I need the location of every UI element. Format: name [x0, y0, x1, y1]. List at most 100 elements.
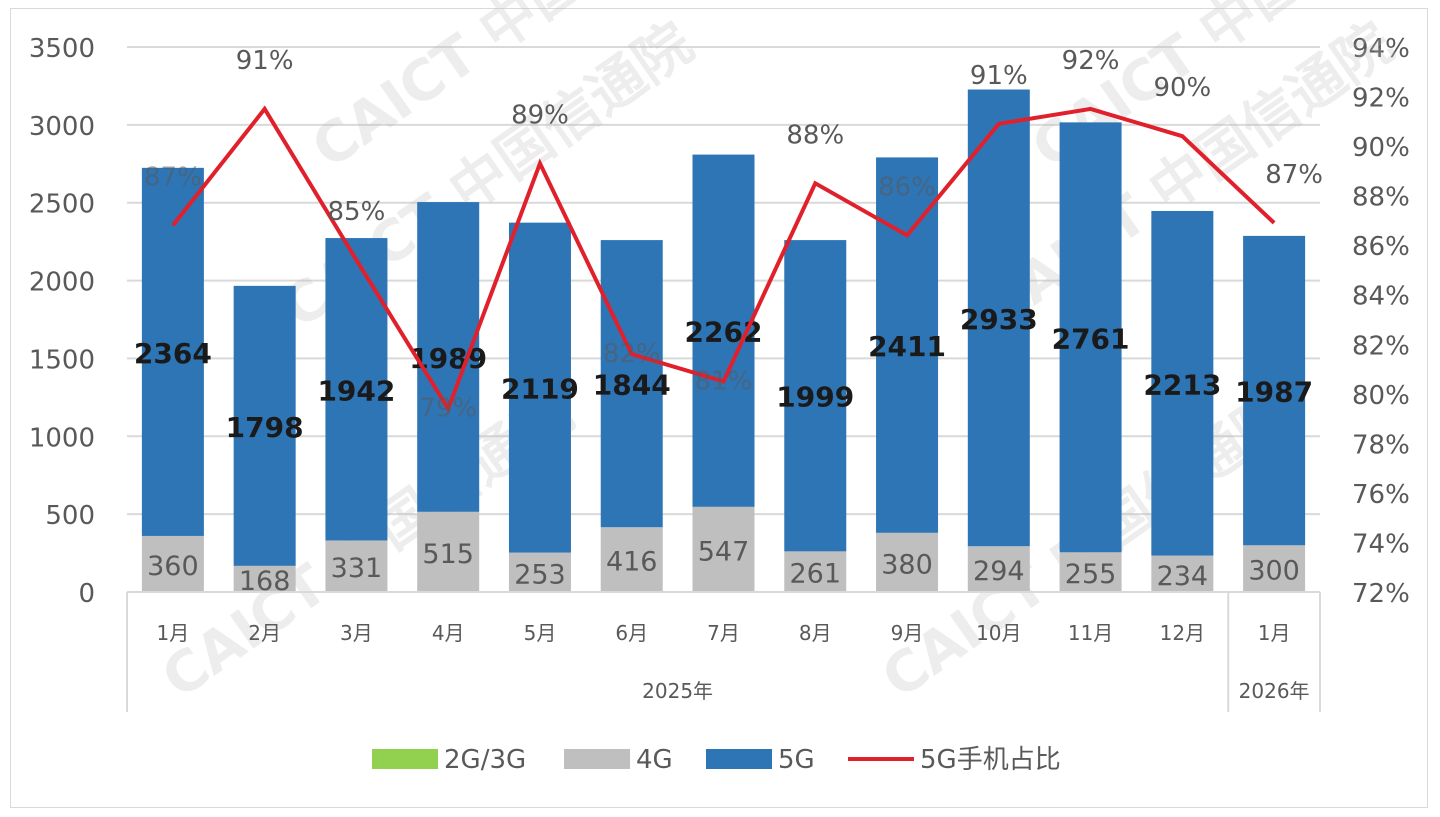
bar-4g — [508, 552, 571, 592]
line-data-label: 82% — [603, 339, 661, 369]
data-label-5g: 2933 — [960, 303, 1038, 336]
bar-5g — [1059, 122, 1122, 553]
y2-tick-label: 80% — [1352, 381, 1410, 411]
line-data-label: 90% — [1153, 73, 1211, 103]
data-label-5g: 1798 — [226, 411, 304, 444]
data-label-4g: 300 — [1248, 556, 1300, 587]
bar-4g — [1243, 545, 1306, 592]
bar-5g — [692, 154, 755, 507]
data-label-5g: 2411 — [868, 330, 946, 363]
bar-5g — [784, 240, 847, 552]
line-5g-share — [171, 105, 1276, 414]
data-label-4g: 416 — [606, 547, 658, 578]
data-label-4g: 261 — [789, 559, 841, 590]
line-data-label: 87% — [144, 162, 202, 192]
data-label-4g: 234 — [1157, 561, 1209, 592]
y-tick-label: 0 — [78, 579, 95, 609]
x-tick-label: 12月 — [1160, 621, 1205, 645]
data-label-5g: 2213 — [1143, 368, 1221, 401]
data-label-5g: 2761 — [1052, 322, 1130, 355]
data-label-5g: 1987 — [1235, 376, 1313, 409]
data-label-4g: 547 — [698, 536, 750, 567]
bar-5g — [233, 285, 296, 566]
y2-tick-label: 90% — [1352, 133, 1410, 163]
data-label-4g: 294 — [973, 556, 1025, 587]
legend-swatch-2g-3g — [372, 749, 438, 769]
data-label-5g: 1942 — [317, 374, 395, 407]
x-tick-label: 5月 — [524, 621, 557, 645]
y2-tick-label: 86% — [1352, 232, 1410, 262]
line-data-label: 88% — [786, 120, 844, 150]
x-tick-label: 11月 — [1068, 621, 1113, 645]
bar-5g — [967, 89, 1030, 547]
x-tick-label: 6月 — [615, 621, 648, 645]
y2-tick-label: 94% — [1352, 34, 1410, 64]
bar-4g — [967, 546, 1030, 592]
bar-4g — [600, 527, 663, 592]
legend-label: 2G/3G — [444, 745, 526, 775]
x-tick-label: 1月 — [157, 621, 190, 645]
data-label-5g: 2119 — [501, 373, 579, 406]
x-tick-label: 8月 — [799, 621, 832, 645]
y2-tick-label: 88% — [1352, 183, 1410, 213]
y-tick-label: 500 — [45, 501, 95, 531]
x-tick-label: 1月 — [1258, 621, 1291, 645]
data-label-5g: 1989 — [409, 342, 487, 375]
x-tick-label: 3月 — [340, 621, 373, 645]
bar-4g — [233, 565, 296, 592]
line-data-label: 89% — [511, 100, 569, 130]
y-tick-label: 1500 — [29, 345, 95, 375]
chart-frame — [10, 8, 1428, 808]
y-tick-label: 3500 — [29, 34, 95, 64]
y-tick-label: 2000 — [29, 268, 95, 298]
legend-label: 5G手机占比 — [920, 745, 1061, 775]
bar-5g — [325, 238, 388, 541]
legend-label: 4G — [636, 745, 673, 775]
bar-4g — [784, 551, 847, 592]
bar-4g — [1059, 552, 1122, 592]
y2-tick-label: 92% — [1352, 84, 1410, 114]
bar-5g — [876, 157, 939, 533]
x-tick-label: 10月 — [976, 621, 1021, 645]
bar-4g — [1151, 555, 1214, 592]
group-label: 2026年 — [1239, 679, 1310, 703]
x-tick-label: 4月 — [432, 621, 465, 645]
line-data-label: 91% — [970, 61, 1028, 91]
data-label-5g: 1999 — [776, 381, 854, 414]
group-label: 2025年 — [642, 679, 713, 703]
bar-5g — [141, 167, 204, 536]
bar-5g — [1151, 210, 1214, 556]
legend-label: 5G — [778, 745, 815, 775]
y2-tick-label: 76% — [1352, 480, 1410, 510]
data-label-4g: 253 — [514, 559, 566, 590]
y-tick-label: 2500 — [29, 190, 95, 220]
bar-4g — [692, 506, 755, 592]
bar-4g — [417, 511, 480, 592]
x-tick-label: 9月 — [891, 621, 924, 645]
y-tick-label: 3000 — [29, 112, 95, 142]
data-label-4g: 255 — [1065, 559, 1117, 590]
line-data-label: 91% — [236, 46, 294, 76]
bar-4g — [876, 532, 939, 592]
y2-tick-label: 72% — [1352, 579, 1410, 609]
data-label-4g: 380 — [881, 549, 933, 580]
bar-4g — [325, 540, 388, 592]
line-data-label: 85% — [328, 197, 386, 227]
line-data-label: 87% — [1265, 160, 1323, 190]
y2-tick-label: 78% — [1352, 430, 1410, 460]
data-label-5g: 2364 — [134, 337, 212, 370]
y2-tick-label: 74% — [1352, 529, 1410, 559]
data-label-5g: 1844 — [593, 369, 671, 402]
legend-swatch-5g — [706, 749, 772, 769]
line-data-label: 92% — [1062, 46, 1120, 76]
x-tick-label: 2月 — [248, 621, 281, 645]
line-data-label: 86% — [878, 172, 936, 202]
bar-4g — [141, 535, 204, 592]
bar-5g — [1243, 235, 1306, 546]
data-label-4g: 515 — [422, 539, 474, 570]
x-tick-label: 7月 — [707, 621, 740, 645]
line-data-label: 79% — [419, 394, 477, 424]
y-tick-label: 1000 — [29, 423, 95, 453]
data-label-4g: 331 — [331, 553, 383, 584]
data-label-4g: 360 — [147, 551, 199, 582]
